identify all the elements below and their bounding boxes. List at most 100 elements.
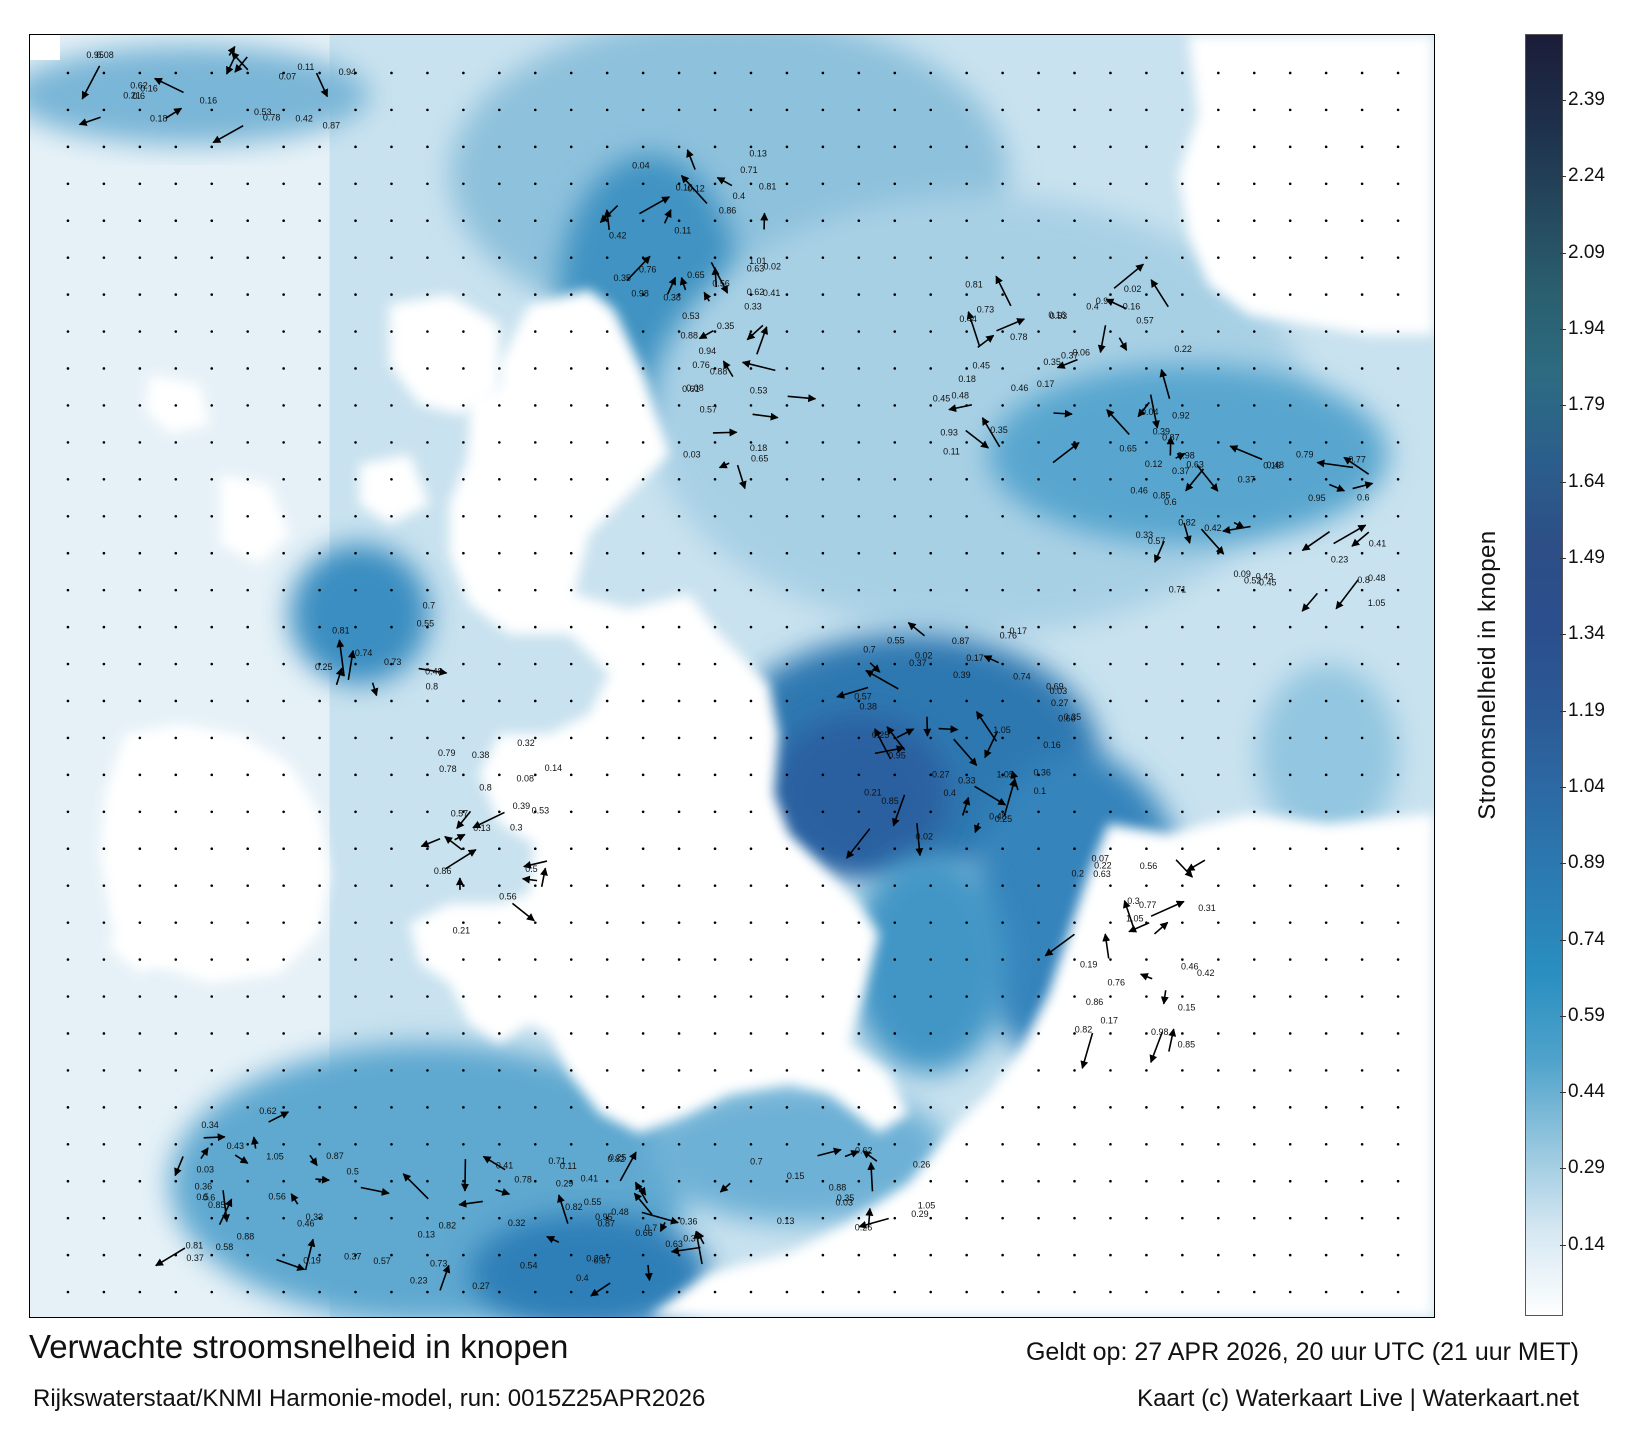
current-arrow [1150, 279, 1169, 308]
speed-label: 0.69 [1046, 681, 1063, 691]
grid-point [1109, 1069, 1112, 1072]
grid-point [462, 551, 465, 555]
grid-point [605, 367, 609, 370]
current-arrow [670, 1246, 701, 1255]
grid-point [713, 514, 717, 518]
grid-point [965, 1179, 968, 1183]
grid-point [821, 1216, 825, 1220]
speed-label: 0.77 [1348, 454, 1365, 464]
grid-point [1001, 108, 1004, 112]
speed-label: 0.02 [915, 650, 932, 660]
speed-label: 0.48 [425, 666, 442, 676]
grid-point [821, 367, 825, 370]
grid-point [1073, 404, 1076, 407]
current-arrow [234, 56, 248, 73]
current-arrow [787, 394, 817, 403]
grid-point [893, 182, 897, 186]
grid-point [533, 736, 537, 740]
grid-point [318, 1106, 321, 1109]
grid-point [1360, 1142, 1364, 1146]
speed-label: 0.36 [1033, 768, 1050, 778]
grid-point [426, 847, 429, 851]
grid-point [533, 773, 537, 777]
grid-point [929, 514, 933, 518]
grid-point [174, 71, 178, 75]
speed-label: 0.4 [943, 788, 955, 798]
speed-label: 0.46 [1011, 383, 1028, 393]
grid-point [785, 514, 789, 518]
grid-point [893, 1069, 897, 1072]
grid-point [1001, 293, 1004, 296]
grid-point [605, 1142, 609, 1146]
grid-point [1145, 588, 1148, 592]
current-arrow [639, 196, 671, 215]
grid-point [66, 367, 70, 370]
grid-point [713, 810, 717, 814]
grid-point [785, 1069, 789, 1072]
grid-point [1360, 1216, 1364, 1220]
speed-label: 0.15 [787, 1171, 804, 1181]
grid-point [785, 330, 789, 333]
grid-point [893, 256, 897, 259]
grid-point [66, 1253, 70, 1257]
grid-point [1360, 145, 1364, 149]
grid-point [462, 847, 465, 851]
current-arrow [1102, 933, 1111, 959]
grid-point [1145, 1290, 1148, 1294]
grid-point [569, 884, 573, 887]
grid-point [929, 551, 933, 555]
grid-point [569, 1179, 573, 1183]
grid-point [929, 625, 933, 629]
grid-point [318, 921, 321, 924]
grid-point [677, 625, 681, 629]
grid-point [1324, 71, 1328, 75]
speed-label: 0.56 [1140, 861, 1157, 871]
speed-label: 0.18 [750, 443, 767, 453]
current-arrow [719, 1182, 731, 1193]
grid-point [677, 478, 681, 481]
grid-point [354, 551, 357, 555]
grid-point [1109, 367, 1112, 370]
grid-point [1288, 736, 1292, 740]
current-arrow [1080, 1032, 1094, 1070]
grid-point [282, 625, 285, 629]
grid-point [1288, 1069, 1292, 1072]
speed-label: 0.33 [744, 302, 761, 312]
grid-point [1360, 478, 1364, 481]
grid-point [246, 921, 249, 924]
grid-point [210, 810, 214, 814]
current-speed-map[interactable]: 0.71 0.98 0.65 0.41 0.04 0.35 0.86 0.76 0.81 0.16… [29, 34, 1435, 1318]
grid-point [1181, 1216, 1184, 1220]
grid-point [785, 995, 789, 998]
current-arrow [862, 1150, 878, 1162]
speed-label: 0.81 [332, 625, 349, 635]
speed-label: 0.15 [1178, 1003, 1195, 1013]
grid-point [749, 921, 753, 924]
colorbar-tick: 1.49 [1560, 546, 1605, 568]
grid-point [1360, 1253, 1364, 1257]
grid-point [462, 71, 465, 75]
grid-point [1109, 1032, 1112, 1035]
speed-label: 0.43 [227, 1141, 244, 1151]
speed-label: 0.19 [1080, 960, 1097, 970]
grid-point [1217, 662, 1220, 666]
grid-point [174, 478, 178, 481]
grid-point [1109, 921, 1112, 924]
grid-point [138, 108, 142, 112]
current-arrow [907, 622, 926, 637]
grid-point [1324, 995, 1328, 998]
grid-point [462, 921, 465, 924]
current-arrow [974, 822, 982, 834]
grid-point [318, 773, 321, 777]
grid-point [210, 1142, 214, 1146]
grid-point [462, 773, 465, 777]
grid-point [174, 588, 178, 592]
grid-point [354, 441, 357, 444]
grid-point [713, 662, 717, 666]
grid-point [498, 256, 501, 259]
grid-point [1360, 736, 1364, 740]
grid-point [318, 478, 321, 481]
grid-point [785, 958, 789, 961]
grid-point [965, 182, 968, 186]
speed-label: 0.25 [872, 730, 889, 740]
